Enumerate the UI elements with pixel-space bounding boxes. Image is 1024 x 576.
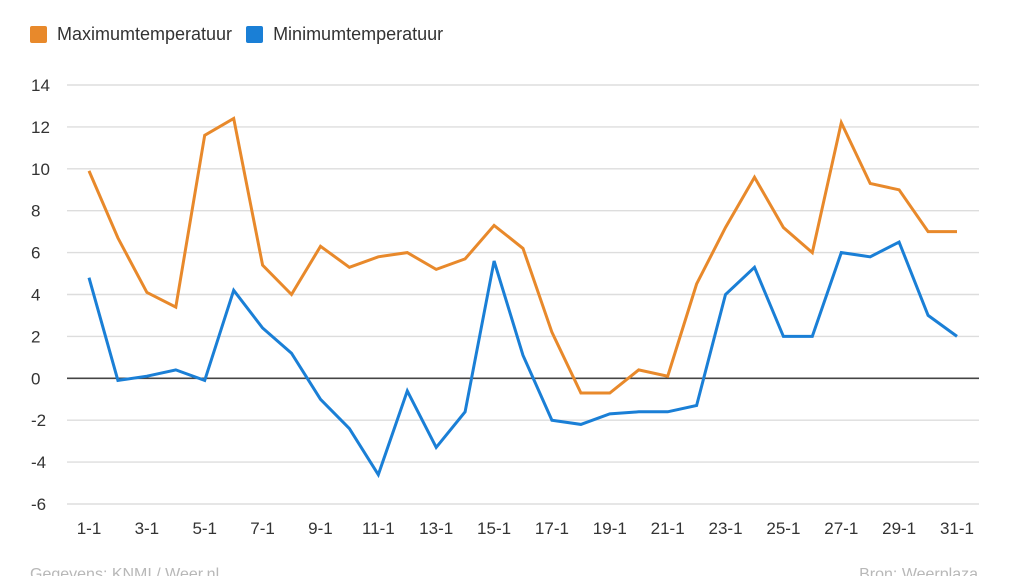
x-tick-label: 9-1	[308, 519, 333, 538]
y-tick-label: -4	[31, 453, 46, 472]
x-tick-label: 3-1	[135, 519, 160, 538]
legend-item-max[interactable]: Maximumtemperatuur	[30, 24, 232, 45]
legend-swatch-max	[30, 26, 47, 43]
x-tick-label: 31-1	[940, 519, 974, 538]
legend: Maximumtemperatuur Minimumtemperatuur	[30, 24, 443, 45]
x-tick-label: 29-1	[882, 519, 916, 538]
y-tick-label: 6	[31, 244, 40, 263]
y-tick-label: 10	[31, 160, 50, 179]
x-tick-label: 19-1	[593, 519, 627, 538]
x-tick-label: 27-1	[824, 519, 858, 538]
footer-credit: Bron: Weerplaza	[859, 566, 978, 576]
legend-label-max: Maximumtemperatuur	[57, 24, 233, 44]
legend-swatch-min	[246, 26, 264, 43]
x-tick-label: 7-1	[250, 519, 275, 538]
x-tick-label: 17-1	[535, 519, 569, 538]
x-tick-label: 13-1	[419, 519, 453, 538]
y-tick-label: -2	[31, 411, 46, 430]
footer-source: Gegevens: KNMI / Weer.nl	[30, 566, 220, 576]
y-tick-label: 8	[31, 202, 40, 221]
x-tick-label: 23-1	[709, 519, 743, 538]
x-tick-label: 5-1	[192, 519, 217, 538]
x-tick-label: 1-1	[77, 519, 102, 538]
series-line-min	[87, 240, 958, 479]
x-tick-label: 15-1	[477, 519, 511, 538]
x-tick-label: 11-1	[362, 519, 395, 538]
y-tick-label: 2	[31, 327, 40, 346]
legend-label-min: Minimumtemperatuur	[273, 24, 444, 44]
series-line-max	[87, 116, 957, 395]
y-tick-label: -6	[31, 495, 46, 514]
y-tick-label: 14	[31, 76, 50, 95]
x-tick-label: 21-1	[651, 519, 685, 538]
y-tick-label: 12	[31, 118, 50, 137]
y-tick-label: 0	[31, 369, 40, 388]
x-tick-label: 25-1	[766, 519, 800, 538]
y-tick-label: 4	[31, 286, 40, 305]
legend-item-min[interactable]: Minimumtemperatuur	[246, 24, 443, 45]
